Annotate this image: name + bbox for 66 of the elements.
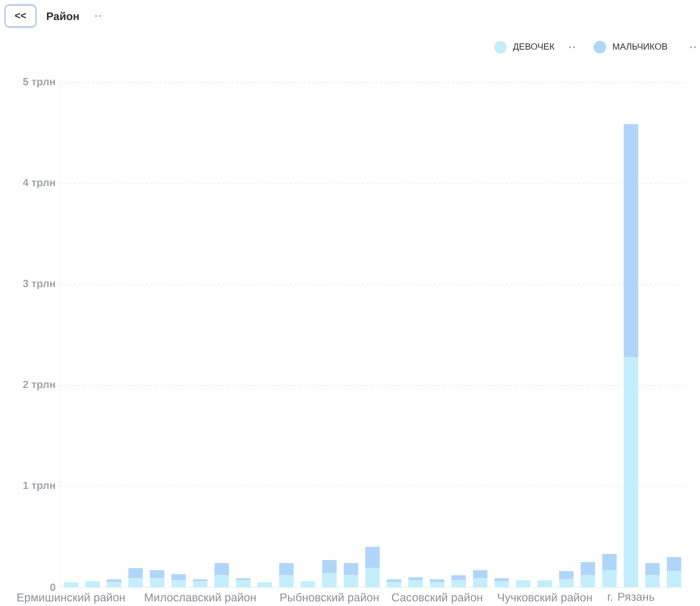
chart-title: Район <box>46 12 79 20</box>
bar <box>344 563 358 576</box>
x-tick-label: Чучковский район <box>498 592 592 604</box>
x-tick-label: Рыбновский район <box>280 592 378 604</box>
bar <box>150 570 164 578</box>
legend-label: ДЕВОЧЕК <box>512 43 555 52</box>
y-tick-label: 5 трлн <box>23 78 55 88</box>
bar <box>430 582 444 588</box>
bar <box>494 581 509 588</box>
bar <box>451 580 466 588</box>
bar <box>300 581 316 588</box>
bar <box>365 546 380 568</box>
bar <box>236 580 251 588</box>
bar <box>85 581 100 588</box>
bar <box>645 563 660 576</box>
bar <box>344 575 358 588</box>
x-tick-label: г. Рязань <box>608 592 654 601</box>
bar <box>128 568 143 578</box>
bar <box>559 579 574 588</box>
bar <box>214 575 229 588</box>
bar <box>538 580 552 588</box>
bar <box>64 582 78 588</box>
bar <box>279 575 294 588</box>
bar <box>150 578 164 588</box>
bar <box>580 562 596 576</box>
y-tick-label: 4 трлн <box>22 178 55 188</box>
bar <box>386 582 402 588</box>
bar <box>279 563 294 576</box>
bar <box>386 579 402 582</box>
bar <box>472 578 488 588</box>
bar <box>602 570 617 588</box>
bar <box>106 582 122 588</box>
bar <box>494 578 509 582</box>
bar <box>645 575 660 588</box>
bar <box>451 575 466 580</box>
x-tick-label: Милославский район <box>144 592 256 604</box>
y-tick-label: 3 трлн <box>22 280 55 290</box>
bar <box>171 580 186 588</box>
bar <box>472 570 488 578</box>
bar <box>171 574 186 580</box>
y-tick-label: 1 трлн <box>23 482 55 492</box>
legend-label: МАЛЬЧИКОВ <box>613 43 668 50</box>
bar <box>559 571 574 580</box>
bar <box>666 557 682 572</box>
x-tick-label: Сасовский район <box>392 592 482 604</box>
bar <box>365 568 380 588</box>
bar <box>580 575 596 588</box>
bar <box>106 579 122 582</box>
bar <box>322 573 337 588</box>
bar <box>128 578 143 588</box>
bar <box>602 554 617 570</box>
y-tick-label: 2 трлн <box>23 380 55 390</box>
bar <box>624 124 638 358</box>
x-tick-label: Ермишинский район <box>18 592 125 604</box>
text: << <box>15 13 26 18</box>
y-tick-label: 0 <box>50 584 56 592</box>
bar <box>408 580 423 588</box>
bar <box>624 357 638 588</box>
bar <box>214 563 229 576</box>
bar <box>516 580 531 588</box>
bar <box>666 571 682 588</box>
bar <box>430 579 444 582</box>
bar <box>322 560 337 574</box>
bar <box>192 581 208 588</box>
bar <box>408 577 423 580</box>
bar <box>258 582 272 588</box>
